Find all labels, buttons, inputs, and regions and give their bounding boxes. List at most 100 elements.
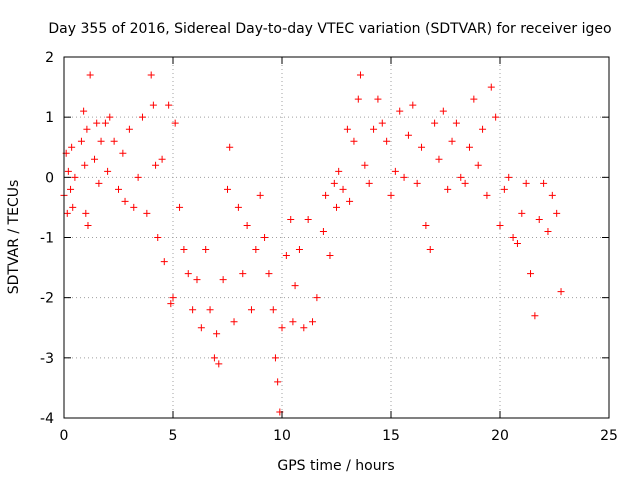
data-point — [119, 149, 127, 157]
data-point — [513, 240, 521, 248]
data-point — [557, 288, 565, 296]
data-point — [210, 354, 218, 362]
data-point — [77, 137, 85, 145]
grid-lines — [64, 57, 609, 418]
data-point — [444, 185, 452, 193]
data-point — [265, 270, 273, 278]
y-tick-label: -2 — [40, 291, 54, 307]
data-point — [465, 143, 473, 151]
data-point — [282, 252, 290, 260]
data-point — [326, 252, 334, 260]
x-axis-label: GPS time / hours — [277, 458, 394, 474]
data-point — [83, 125, 91, 133]
data-point — [125, 125, 133, 133]
data-point — [535, 215, 543, 223]
data-point — [365, 179, 373, 187]
x-tick-label: 5 — [169, 428, 178, 444]
data-point — [319, 227, 327, 235]
data-point — [169, 294, 177, 302]
data-point — [522, 179, 530, 187]
data-point — [448, 137, 456, 145]
data-point — [101, 119, 109, 127]
data-point — [422, 221, 430, 229]
data-point — [374, 95, 382, 103]
data-point — [457, 173, 465, 181]
data-point — [474, 161, 482, 169]
data-point — [278, 324, 286, 332]
data-point — [152, 161, 160, 169]
data-point — [230, 318, 238, 326]
data-point — [356, 71, 364, 79]
data-point — [80, 107, 88, 115]
data-point — [295, 246, 303, 254]
x-tick-label: 20 — [491, 428, 509, 444]
y-tick-label: 0 — [45, 170, 54, 186]
data-point — [197, 324, 205, 332]
data-point — [130, 203, 138, 211]
data-point — [339, 185, 347, 193]
data-point — [176, 203, 184, 211]
data-point — [274, 378, 282, 386]
data-point — [300, 324, 308, 332]
data-point — [483, 191, 491, 199]
axis-ticks: 0 5 10 15 20 25 -4 -3 -2 -1 0 1 2 — [40, 50, 618, 444]
data-point — [439, 107, 447, 115]
data-point — [134, 173, 142, 181]
data-point — [470, 95, 478, 103]
data-point — [239, 270, 247, 278]
data-point — [63, 209, 71, 217]
data-point — [544, 227, 552, 235]
x-tick-label: 25 — [600, 428, 618, 444]
data-point — [121, 197, 129, 205]
data-point — [97, 137, 105, 145]
data-point — [487, 83, 495, 91]
data-point — [391, 167, 399, 175]
data-point — [527, 270, 535, 278]
data-point — [418, 143, 426, 151]
data-point — [261, 234, 269, 241]
data-point — [165, 101, 173, 109]
data-point — [343, 125, 351, 133]
data-point — [106, 113, 114, 121]
data-point — [435, 155, 443, 163]
data-point — [81, 161, 89, 169]
data-point — [413, 179, 421, 187]
data-point — [224, 185, 231, 193]
data-point — [243, 221, 251, 229]
data-point — [93, 119, 101, 127]
data-point — [269, 306, 277, 314]
data-point — [335, 167, 343, 175]
y-tick-label: -4 — [40, 411, 54, 427]
data-point — [291, 282, 299, 290]
data-point — [431, 119, 439, 127]
data-point — [378, 119, 386, 127]
data-point — [202, 246, 210, 254]
data-point — [350, 137, 358, 145]
data-point — [479, 125, 487, 133]
data-point — [322, 191, 330, 199]
data-point — [309, 318, 317, 326]
data-point — [404, 131, 412, 139]
data-point — [461, 179, 469, 187]
data-point — [71, 173, 79, 181]
data-point — [84, 221, 92, 229]
data-point — [346, 197, 354, 205]
data-point — [143, 209, 151, 217]
data-point — [540, 179, 548, 187]
data-point — [64, 167, 72, 175]
data-point — [104, 167, 112, 175]
data-point — [505, 173, 513, 181]
data-point — [154, 234, 162, 241]
data-point — [387, 191, 395, 199]
data-point — [271, 354, 279, 362]
data-point — [531, 312, 539, 320]
data-point — [86, 71, 94, 79]
data-point — [138, 113, 146, 121]
data-points — [60, 71, 565, 416]
data-point — [215, 360, 223, 368]
data-point — [256, 191, 264, 199]
data-point — [226, 143, 234, 151]
data-point — [234, 203, 242, 211]
data-point — [330, 179, 338, 187]
